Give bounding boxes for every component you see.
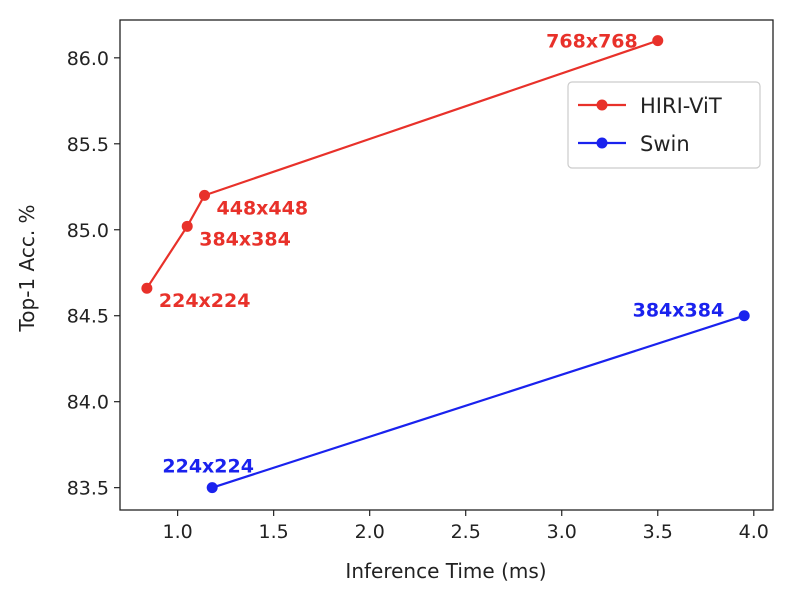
legend: HIRI-ViT Swin	[567, 81, 761, 169]
x-tick-label: 2.0	[355, 521, 385, 543]
series-layer	[141, 35, 750, 494]
plot-frame	[119, 19, 774, 511]
legend-label: Swin	[640, 132, 690, 156]
data-label: 384x384	[633, 300, 725, 322]
x-tick-label: 1.5	[259, 521, 289, 543]
series-line-1	[211, 314, 745, 489]
legend-label: HIRI-ViT	[640, 94, 722, 118]
axes-layer: 1.0 1.5 2.0 2.5 3.0 3.5 4.0 83.5 84.0 84.5 85.0 85.…	[67, 48, 769, 543]
x-tick-label: 3.0	[547, 521, 577, 543]
data-label: 448x448	[217, 197, 309, 219]
x-tick-label: 1.0	[163, 521, 193, 543]
legend-marker	[596, 137, 608, 149]
data-point	[141, 282, 153, 294]
data-label: 768x768	[546, 31, 638, 53]
data-point	[738, 310, 750, 322]
series-line-0	[145, 39, 659, 289]
y-tick-label: 85.5	[67, 134, 109, 156]
legend-box	[567, 81, 761, 169]
x-tick-label: 4.0	[739, 521, 769, 543]
x-axis-title: Inference Time (ms)	[345, 559, 546, 583]
data-label: 384x384	[199, 228, 291, 250]
y-tick-label: 84.0	[67, 392, 109, 414]
data-point	[206, 482, 218, 494]
data-point	[181, 220, 193, 232]
x-tick-label: 3.5	[643, 521, 673, 543]
data-label: 224x224	[162, 456, 254, 478]
data-point	[652, 35, 664, 47]
y-tick-label: 84.5	[67, 306, 109, 328]
y-tick-label: 85.0	[67, 220, 109, 242]
data-label: 224x224	[159, 290, 251, 312]
data-label-layer: 224x224 384x384 448x448 768x768 224x224 384x3…	[159, 31, 724, 478]
legend-marker	[596, 99, 608, 111]
data-point	[199, 189, 211, 201]
y-tick-label: 86.0	[67, 48, 109, 70]
y-tick-label: 83.5	[67, 478, 109, 500]
x-tick-label: 2.5	[451, 521, 481, 543]
y-axis-title: Top-1 Acc. %	[15, 204, 39, 332]
plot-area	[119, 19, 774, 511]
